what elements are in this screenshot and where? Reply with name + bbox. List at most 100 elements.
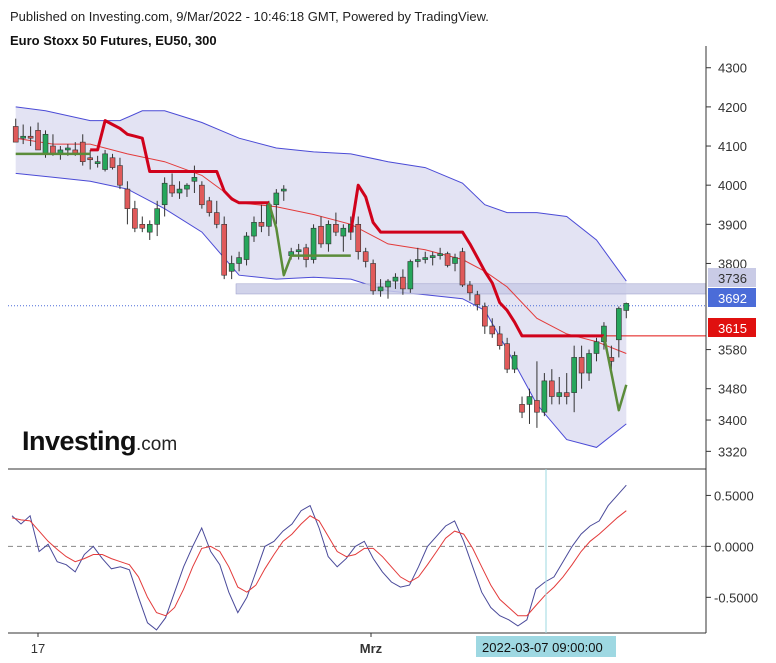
candle-body (496, 333, 503, 346)
candle-body (124, 188, 131, 209)
candle-body (541, 380, 548, 413)
candle-body (303, 247, 309, 260)
candle-body (236, 257, 242, 264)
time-tick-label: 17 (31, 641, 45, 656)
last-price-tag: 3692 (708, 288, 756, 307)
candle (213, 200, 220, 229)
candle (623, 302, 630, 319)
candle (586, 349, 592, 381)
osc-tick-label: -0.5000 (714, 590, 758, 605)
candle (310, 224, 317, 264)
supertrend-price-tag: 3615 (708, 318, 756, 337)
candle-body (355, 224, 362, 253)
candle (414, 247, 421, 268)
candle (370, 259, 376, 295)
osc-tick-label: 0.5000 (714, 488, 754, 503)
supertrend-down (349, 183, 604, 338)
candle (295, 243, 302, 260)
candle (184, 183, 190, 197)
price-tick-label: 3580 (718, 343, 747, 358)
candle-body (578, 357, 585, 374)
candle (161, 177, 168, 217)
candle-body (467, 284, 473, 294)
candle (541, 373, 548, 417)
candle (467, 281, 473, 301)
candle-body (35, 130, 41, 151)
candle (273, 189, 280, 225)
candle (422, 251, 429, 264)
candle (146, 220, 153, 240)
candle (482, 302, 488, 334)
price-tick-label: 4300 (718, 61, 747, 76)
candle-body (191, 177, 198, 182)
candle (563, 373, 570, 405)
candle-body (199, 184, 205, 206)
candle (27, 126, 34, 147)
candle (79, 134, 86, 166)
chart-title: Euro Stoxx 50 Futures, EU50, 300 (10, 33, 217, 48)
candle-body (392, 276, 399, 282)
candle-body (452, 257, 458, 264)
crosshair-time-tag: 2022-03-07 09:00:00 (476, 636, 616, 657)
candle (12, 118, 19, 143)
candle (206, 196, 213, 217)
candle (578, 345, 585, 389)
candle-body (437, 253, 443, 256)
supertrend-up (267, 202, 351, 277)
logo-text: Investing (22, 426, 136, 456)
candle (459, 247, 466, 287)
candle (593, 337, 600, 362)
candle (444, 251, 451, 268)
candle (534, 361, 540, 428)
candle (340, 224, 347, 252)
candle (511, 351, 518, 374)
candle-body (414, 259, 421, 262)
candle (474, 290, 481, 311)
candle-body (243, 235, 250, 260)
candle-body (593, 341, 600, 354)
candle (519, 396, 525, 419)
candle (489, 318, 496, 338)
candle-body (444, 253, 451, 266)
candle-body (20, 135, 26, 139)
time-tick-label: Mrz (360, 641, 383, 656)
candle-body (370, 263, 376, 292)
candle-body (333, 224, 339, 233)
price-tick-label: 3800 (718, 256, 747, 271)
candle (549, 369, 555, 405)
candle-body (273, 192, 280, 206)
candle-body (534, 400, 540, 413)
candle-body (251, 222, 257, 237)
candle-body (362, 251, 369, 262)
candle-body (154, 208, 160, 225)
candle (407, 259, 414, 293)
candle (176, 181, 183, 199)
candle-body (474, 294, 481, 305)
candle-body (117, 165, 123, 186)
candle-body (102, 153, 108, 170)
candle (280, 185, 287, 201)
candle (616, 306, 622, 358)
price-tick-label: 3320 (718, 444, 747, 459)
candle (139, 216, 146, 233)
candle (35, 122, 41, 151)
candle-body (109, 157, 116, 168)
candle (526, 388, 533, 424)
osc-series-1 (11, 510, 627, 617)
candle-body (459, 251, 466, 286)
candle-body (377, 286, 384, 292)
candle-body (280, 188, 287, 192)
candle (109, 153, 116, 170)
supertrend-tag-bg (708, 318, 756, 337)
candle (102, 149, 108, 172)
candle-body (526, 396, 533, 405)
price-tick-label: 4000 (718, 178, 747, 193)
candle (258, 204, 265, 233)
price-tick-label: 3480 (718, 382, 747, 397)
candle (325, 220, 332, 252)
candle-body (79, 141, 86, 162)
candle-body (385, 280, 391, 288)
candle-body (519, 404, 525, 413)
candle (385, 279, 391, 299)
